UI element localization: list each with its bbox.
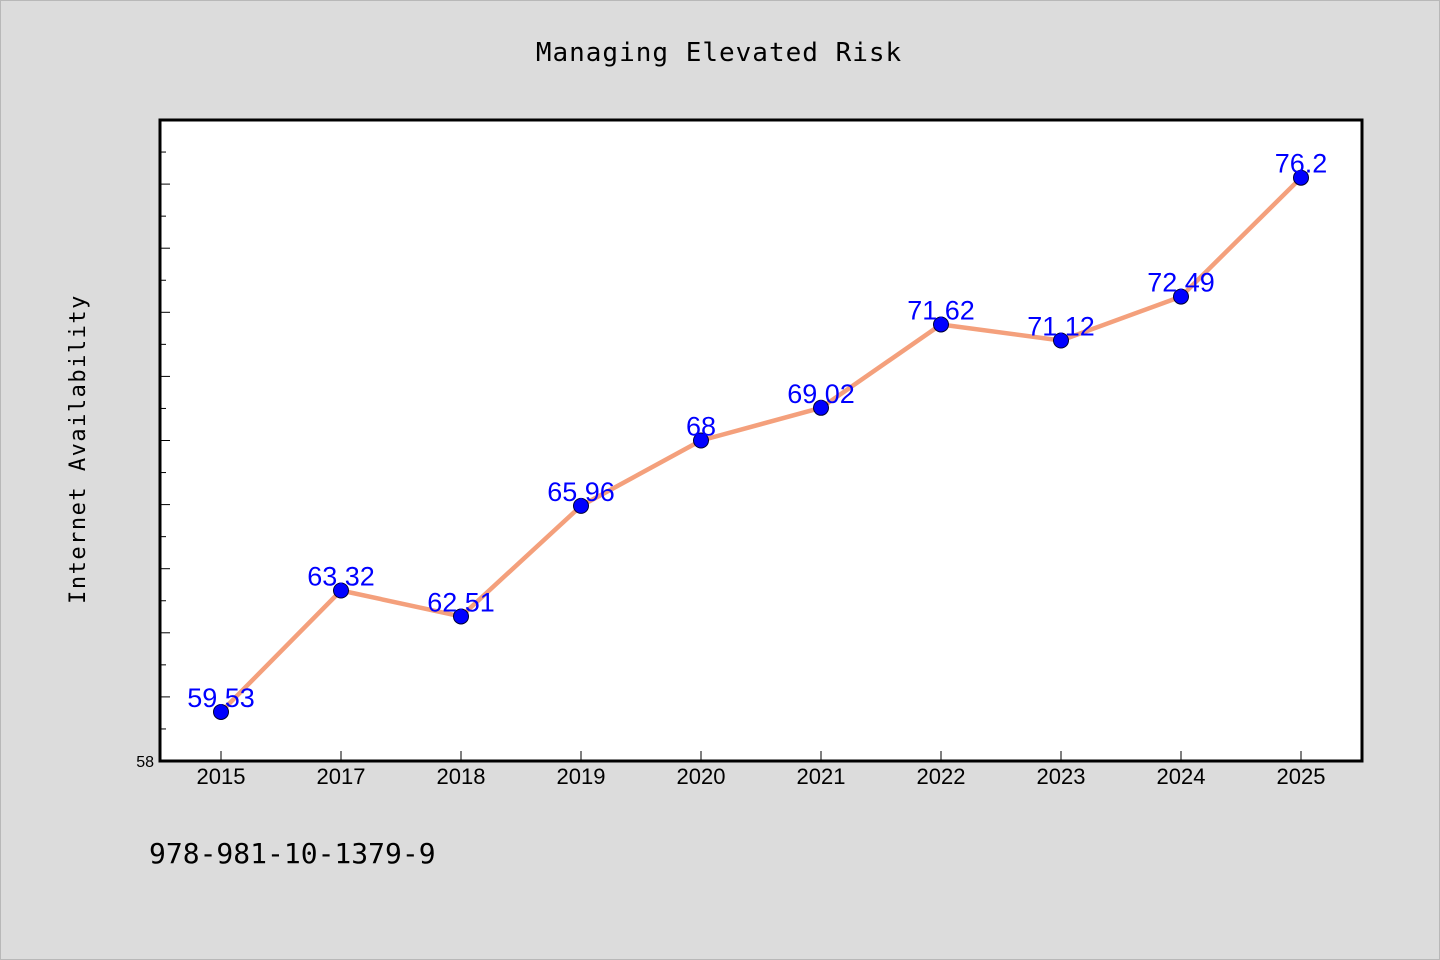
footer-isbn: 978-981-10-1379-9 (149, 837, 436, 870)
data-label: 68 (686, 412, 716, 442)
x-tick-label: 2020 (677, 764, 726, 789)
x-tick-label: 2023 (1037, 764, 1086, 789)
data-point (1053, 332, 1069, 349)
data-label: 65.96 (547, 477, 615, 507)
series-line (218, 175, 1304, 715)
chart-title: Managing Elevated Risk (536, 38, 902, 68)
x-tick-label: 2025 (1277, 764, 1326, 789)
data-point (813, 399, 829, 416)
x-tick-label: 2017 (317, 764, 366, 789)
data-label: 76.2 (1275, 149, 1328, 179)
data-point (933, 316, 949, 333)
plot-area (158, 118, 1364, 763)
data-point (573, 497, 589, 514)
x-tick-label: 2021 (797, 764, 846, 789)
data-point (1293, 169, 1309, 186)
data-label: 71.12 (1027, 312, 1095, 342)
data-label: 69.02 (787, 379, 855, 409)
series-layer (213, 169, 1309, 720)
y-tick-label: 58 (136, 754, 154, 771)
data-label: 71.62 (907, 295, 975, 325)
data-label: 59.53 (187, 683, 255, 713)
data-labels: 59.53 63.32 62.51 65.96 68 69.02 71.62 71.12 72.… (187, 149, 1327, 713)
x-tick-label: 2015 (197, 764, 246, 789)
x-axis-ticks: 2015 2017 2018 2019 2020 2021 2022 2023 2024 2025 (197, 751, 1326, 789)
x-tick-label: 2019 (557, 764, 606, 789)
data-point (453, 608, 469, 625)
data-label: 63.32 (307, 561, 375, 591)
data-point (213, 703, 229, 720)
y-axis-ticks: 58 (136, 151, 170, 771)
y-axis-label: Internet Availability (66, 294, 91, 604)
x-tick-label: 2022 (917, 764, 966, 789)
data-point (333, 582, 349, 599)
data-point (693, 432, 709, 449)
x-tick-label: 2024 (1157, 764, 1206, 789)
x-tick-label: 2018 (437, 764, 486, 789)
data-label: 62.51 (427, 587, 495, 617)
data-point (1173, 288, 1189, 305)
data-label: 72.49 (1147, 268, 1215, 298)
